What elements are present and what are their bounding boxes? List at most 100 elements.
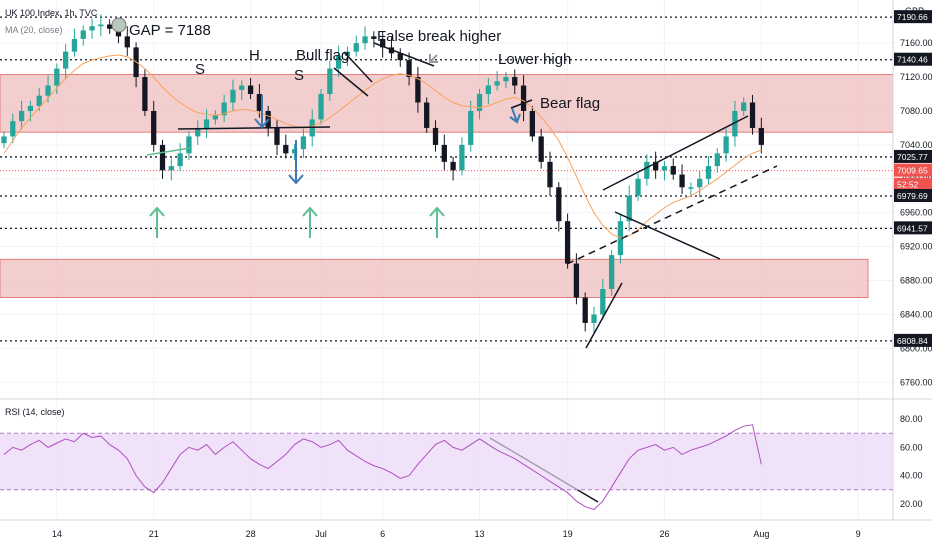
price-tick: 7080.00 bbox=[900, 106, 932, 116]
candle bbox=[177, 153, 183, 167]
price-tick: 7160.00 bbox=[900, 38, 932, 48]
gap-marker bbox=[111, 17, 127, 33]
down-arrow-1 bbox=[254, 95, 270, 129]
candle bbox=[186, 136, 192, 154]
dashed-support bbox=[566, 165, 778, 265]
ma-legend[interactable]: MA (20, close) bbox=[5, 25, 63, 35]
price-tick: 6840.00 bbox=[900, 309, 932, 319]
candle bbox=[679, 174, 685, 188]
candle bbox=[115, 28, 122, 37]
candle bbox=[582, 297, 588, 323]
candle bbox=[212, 115, 218, 120]
wedge-lower bbox=[614, 211, 721, 260]
candle bbox=[503, 77, 509, 82]
candle bbox=[512, 77, 518, 86]
price-badge-label: 7140.46 bbox=[897, 55, 928, 65]
candle bbox=[688, 187, 694, 189]
candle bbox=[600, 289, 606, 315]
symbol-title[interactable]: UK 100 Index, 1h, TVC bbox=[5, 8, 98, 18]
time-tick: 26 bbox=[659, 529, 669, 539]
candle bbox=[476, 94, 483, 111]
time-tick: 14 bbox=[52, 529, 62, 539]
candle bbox=[520, 85, 527, 111]
candle bbox=[397, 53, 403, 61]
time-tick: 9 bbox=[856, 529, 861, 539]
candle bbox=[723, 136, 729, 154]
arrows bbox=[149, 54, 521, 238]
currency-label: GBP bbox=[905, 6, 924, 16]
candle bbox=[564, 221, 571, 264]
candle bbox=[124, 36, 130, 48]
zone bbox=[0, 258, 869, 299]
candle bbox=[573, 263, 580, 298]
candle bbox=[142, 77, 148, 111]
rsi-line bbox=[3, 424, 762, 511]
candle bbox=[195, 127, 201, 137]
candle bbox=[318, 94, 324, 120]
bull-flag-label: Bull flag bbox=[296, 47, 349, 64]
lower-high-label: Lower high bbox=[498, 51, 571, 68]
candle bbox=[714, 153, 720, 167]
price-badge bbox=[894, 177, 932, 191]
zone bbox=[0, 74, 894, 133]
candle bbox=[107, 24, 113, 29]
price-badge bbox=[894, 333, 932, 347]
candle bbox=[485, 85, 491, 95]
candle bbox=[362, 36, 368, 44]
price-badges: 7190.66 7140.46 7025.77 7009.65 52:526979.69… bbox=[894, 10, 932, 347]
candle bbox=[45, 85, 51, 96]
candle bbox=[80, 30, 86, 39]
candles bbox=[1, 14, 764, 334]
candle bbox=[644, 161, 650, 179]
candle bbox=[18, 110, 25, 122]
price-badge bbox=[894, 10, 932, 24]
candle bbox=[749, 102, 756, 128]
price-tick: 6920.00 bbox=[900, 242, 932, 252]
gap-label: GAP = 7188 bbox=[129, 22, 211, 39]
candle bbox=[344, 51, 351, 56]
bull-flag-lower bbox=[343, 51, 373, 83]
candle bbox=[732, 110, 738, 137]
candle bbox=[151, 110, 157, 145]
candle bbox=[406, 60, 412, 78]
price-badge-label: 7190.66 bbox=[897, 12, 928, 22]
time-tick: 21 bbox=[149, 529, 159, 539]
price-tick: 6960.00 bbox=[900, 208, 932, 218]
candle bbox=[415, 77, 421, 103]
bear-flag-line bbox=[510, 99, 533, 109]
price-tick: 7040.00 bbox=[900, 140, 932, 150]
up-arrow-1 bbox=[149, 206, 165, 238]
price-axis: 7160.007120.007080.007040.007000.006960.… bbox=[900, 38, 932, 387]
candle bbox=[653, 161, 659, 171]
time-axis: 14 21 28 Jul 6 13 19 26 Aug 9 bbox=[52, 529, 861, 539]
candle bbox=[380, 38, 386, 48]
price-tick: 6800.00 bbox=[900, 343, 932, 353]
candle bbox=[335, 55, 342, 69]
candle bbox=[626, 195, 632, 222]
candle bbox=[256, 94, 263, 111]
candle bbox=[239, 85, 245, 90]
bull-flag-upper bbox=[333, 67, 369, 97]
up-arrow-2 bbox=[302, 206, 318, 238]
candle bbox=[221, 102, 227, 116]
candle bbox=[159, 144, 166, 171]
price-tick: 7120.00 bbox=[900, 72, 932, 82]
time-tick: 13 bbox=[475, 529, 485, 539]
rsi-title[interactable]: RSI (14, close) bbox=[5, 407, 65, 417]
price-badge bbox=[894, 221, 932, 235]
candle bbox=[608, 255, 615, 290]
candle bbox=[538, 136, 544, 162]
rsi-tick: 80.00 bbox=[900, 414, 923, 424]
rsi-tick: 60.00 bbox=[900, 442, 923, 452]
time-tick: Jul bbox=[315, 529, 327, 539]
candle bbox=[758, 127, 764, 145]
candle bbox=[697, 178, 703, 188]
time-tick: 19 bbox=[563, 529, 573, 539]
h-label: H bbox=[249, 47, 260, 64]
candle bbox=[635, 178, 641, 196]
candle bbox=[300, 136, 307, 150]
down-arrow-2 bbox=[288, 140, 304, 185]
candle bbox=[98, 24, 104, 27]
candle bbox=[468, 110, 474, 145]
